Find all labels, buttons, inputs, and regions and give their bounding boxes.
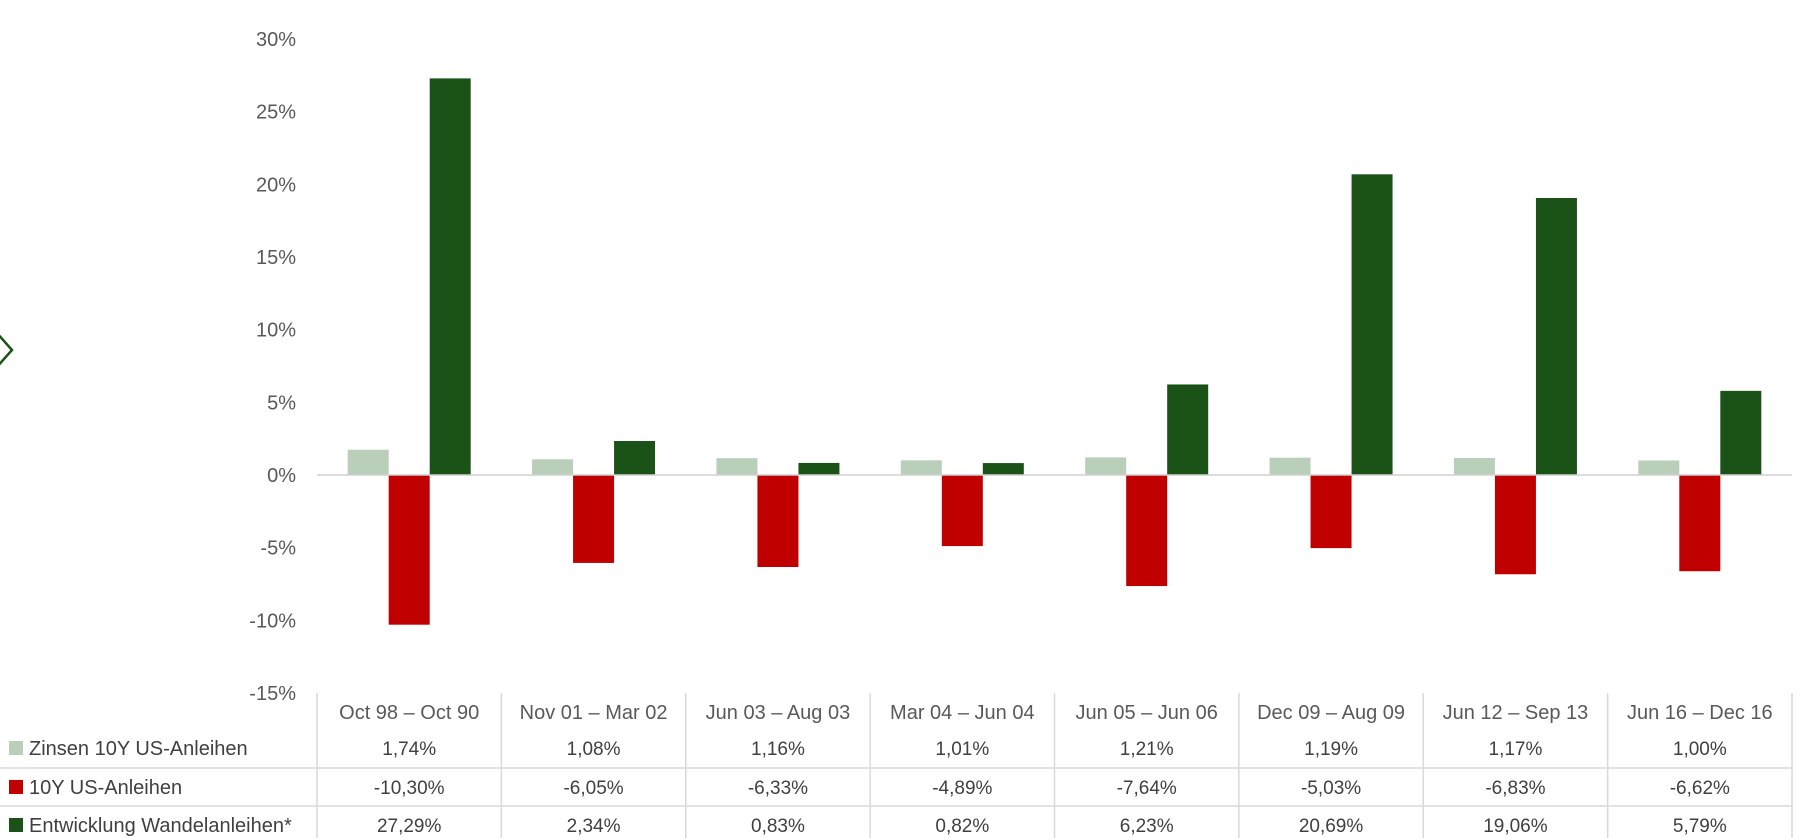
table-cell-value: -6,05%	[563, 778, 623, 799]
table-cell-value: 0,82%	[935, 816, 989, 837]
bar-series-2	[388, 475, 430, 625]
bar-series-3	[429, 78, 471, 476]
bar-series-3	[614, 440, 656, 475]
table-cell-value: 20,69%	[1299, 816, 1364, 837]
bar-series-3	[1720, 390, 1762, 475]
chevron-right-icon[interactable]	[0, 332, 14, 368]
y-tick-label: -15%	[249, 683, 296, 705]
bar-series-2	[941, 475, 983, 547]
bar-series-3	[798, 462, 840, 475]
table-cell-value: 1,21%	[1120, 739, 1174, 760]
bar-series-3	[1351, 174, 1393, 475]
y-tick-label: -5%	[260, 538, 296, 560]
y-tick-label: 10%	[256, 320, 296, 342]
table-cell-value: 5,79%	[1673, 816, 1727, 837]
x-category-label: Jun 16 – Dec 16	[1627, 702, 1773, 724]
bar-series-2	[757, 475, 799, 567]
y-tick-label: -10%	[249, 610, 296, 632]
bar-series-2	[1494, 475, 1536, 575]
table-cell-value: -6,83%	[1485, 778, 1545, 799]
x-category-label: Oct 98 – Oct 90	[339, 702, 479, 724]
y-tick-label: 25%	[256, 102, 296, 124]
table-cell-value: 2,34%	[567, 816, 621, 837]
bar-series-3	[982, 463, 1024, 475]
legend-swatch	[9, 741, 23, 755]
bar-series-1	[716, 458, 758, 475]
y-tick-label: 15%	[256, 247, 296, 269]
x-category-label: Jun 05 – Jun 06	[1076, 702, 1218, 724]
bar-series-1	[1085, 457, 1127, 475]
table-cell-value: 1,16%	[751, 739, 805, 760]
table-cell-value: -6,62%	[1670, 778, 1730, 799]
x-category-label: Mar 04 – Jun 04	[890, 702, 1035, 724]
bar-series-2	[1310, 475, 1352, 549]
bar-series-1	[532, 459, 574, 475]
table-cell-value: -7,64%	[1117, 778, 1177, 799]
legend-swatch	[9, 780, 23, 794]
legend-swatch	[9, 818, 23, 832]
x-category-label: Dec 09 – Aug 09	[1257, 702, 1405, 724]
table-cell-value: -6,33%	[748, 778, 808, 799]
bar-series-2	[1126, 475, 1168, 587]
table-cell-value: -10,30%	[374, 778, 445, 799]
y-tick-label: 20%	[256, 174, 296, 196]
y-tick-label: 0%	[267, 465, 296, 487]
table-cell-value: -5,03%	[1301, 778, 1361, 799]
legend-label: Zinsen 10Y US-Anleihen	[29, 738, 248, 760]
bar-series-2	[573, 475, 615, 563]
bar-series-2	[1679, 475, 1721, 572]
table-cell-value: 1,19%	[1304, 739, 1358, 760]
table-cell-value: 1,00%	[1673, 739, 1727, 760]
table-cell-value: 1,17%	[1489, 739, 1543, 760]
bar-series-3	[1535, 197, 1577, 475]
table-cell-value: 0,83%	[751, 816, 805, 837]
table-cell-value: -4,89%	[932, 778, 992, 799]
table-cell-value: 1,08%	[567, 739, 621, 760]
bar-series-1	[347, 449, 389, 475]
bar-series-3	[1167, 384, 1209, 475]
y-tick-label: 30%	[256, 29, 296, 51]
table-cell-value: 19,06%	[1483, 816, 1548, 837]
bar-series-1	[1638, 460, 1680, 475]
bar-series-1	[1453, 457, 1495, 475]
bar-series-1	[1269, 457, 1311, 475]
legend-label: Entwicklung Wandelanleihen*	[29, 815, 292, 837]
table-cell-value: 1,74%	[382, 739, 436, 760]
legend-label: 10Y US-Anleihen	[29, 777, 182, 799]
bar-series-1	[900, 460, 942, 475]
x-category-label: Jun 12 – Sep 13	[1443, 702, 1589, 724]
table-cell-value: 1,01%	[935, 739, 989, 760]
table-cell-value: 27,29%	[377, 816, 442, 837]
x-category-label: Nov 01 – Mar 02	[520, 702, 668, 724]
table-cell-value: 6,23%	[1120, 816, 1174, 837]
y-tick-label: 5%	[267, 392, 296, 414]
x-category-label: Jun 03 – Aug 03	[706, 702, 851, 724]
